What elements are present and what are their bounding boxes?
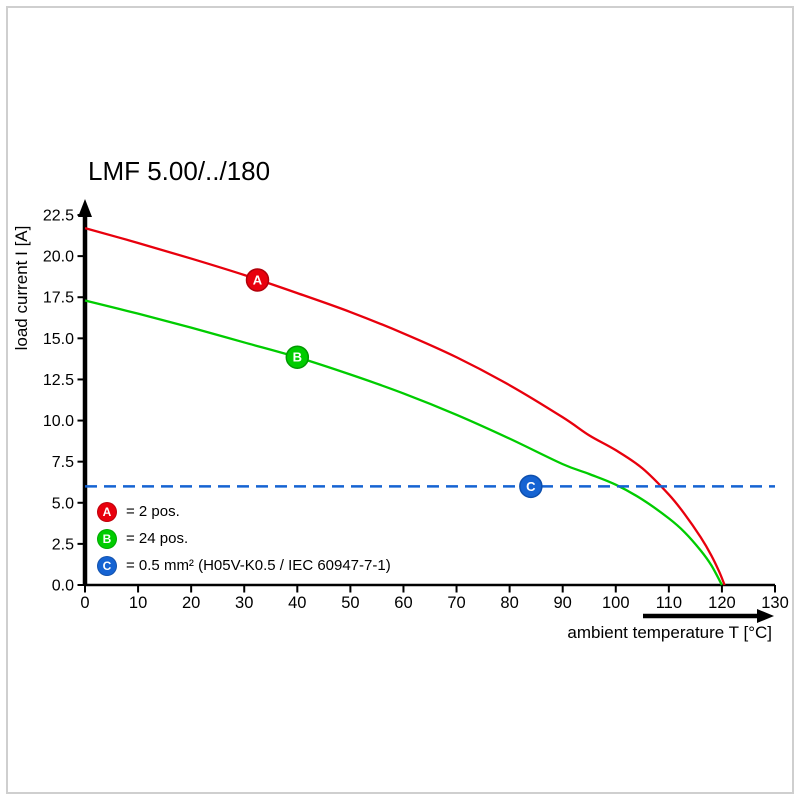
curve-marker-B — [285, 345, 310, 369]
y-tick-label: 0.0 — [52, 578, 74, 595]
x-tick-label: 120 — [708, 594, 736, 612]
curve-marker-letter-A: A — [253, 272, 263, 287]
chart-title: LMF 5.00/../180 — [88, 156, 271, 186]
x-tick-label: 10 — [129, 594, 147, 612]
y-tick-label: 15.0 — [43, 331, 74, 348]
curve-A — [84, 227, 726, 586]
legend: A = 2 pos. B = 24 pos. C = 0.5 mm² (H05V-K0.5… — [97, 498, 391, 579]
x-tick-label: 110 — [656, 594, 682, 612]
x-tick-label: 60 — [394, 594, 412, 612]
legend-badge-C: C — [97, 555, 117, 576]
y-axis-label: load current I [A] — [12, 225, 31, 351]
y-tick-label: 7.5 — [52, 454, 74, 471]
y-tick-label: 17.5 — [43, 290, 74, 307]
legend-label-C: = 0.5 mm² (H05V-K0.5 / IEC 60947-7-1) — [126, 557, 391, 574]
x-tick-label: 70 — [447, 594, 465, 612]
x-tick-label: 130 — [761, 594, 789, 612]
x-axis-arrowhead — [757, 609, 774, 623]
curve-marker-letter-B: B — [293, 350, 302, 365]
y-tick-label: 10.0 — [43, 413, 74, 430]
x-tick-label: 50 — [341, 594, 359, 612]
x-tick-label: 0 — [80, 594, 89, 612]
x-tick-label: 20 — [182, 594, 200, 612]
x-tick-label: 30 — [235, 594, 253, 612]
x-tick-label: 80 — [500, 594, 518, 612]
x-axis-label: ambient temperature T [°C] — [567, 623, 772, 642]
curve-marker-C — [519, 474, 543, 499]
legend-label-A: = 2 pos. — [126, 503, 180, 520]
legend-row-A: A = 2 pos. — [97, 498, 391, 525]
curve-marker-letter-C: C — [526, 479, 536, 494]
x-tick-label: 40 — [288, 594, 306, 612]
y-tick-label: 22.5 — [43, 208, 74, 225]
curve-marker-A — [245, 268, 270, 292]
y-tick-label: 12.5 — [43, 372, 74, 389]
x-tick-label: 90 — [554, 594, 572, 612]
legend-label-B: = 24 pos. — [126, 530, 189, 547]
legend-badge-A: A — [97, 501, 117, 522]
y-tick-label: 20.0 — [43, 249, 74, 266]
legend-row-B: B = 24 pos. — [97, 525, 391, 552]
x-tick-label: 100 — [602, 594, 630, 612]
curve-B — [84, 299, 723, 586]
y-tick-label: 5.0 — [52, 495, 74, 512]
legend-row-C: C = 0.5 mm² (H05V-K0.5 / IEC 60947-7-1) — [97, 552, 391, 579]
legend-badge-B: B — [97, 528, 117, 549]
y-axis-arrowhead — [78, 199, 92, 217]
y-tick-label: 2.5 — [52, 536, 74, 553]
